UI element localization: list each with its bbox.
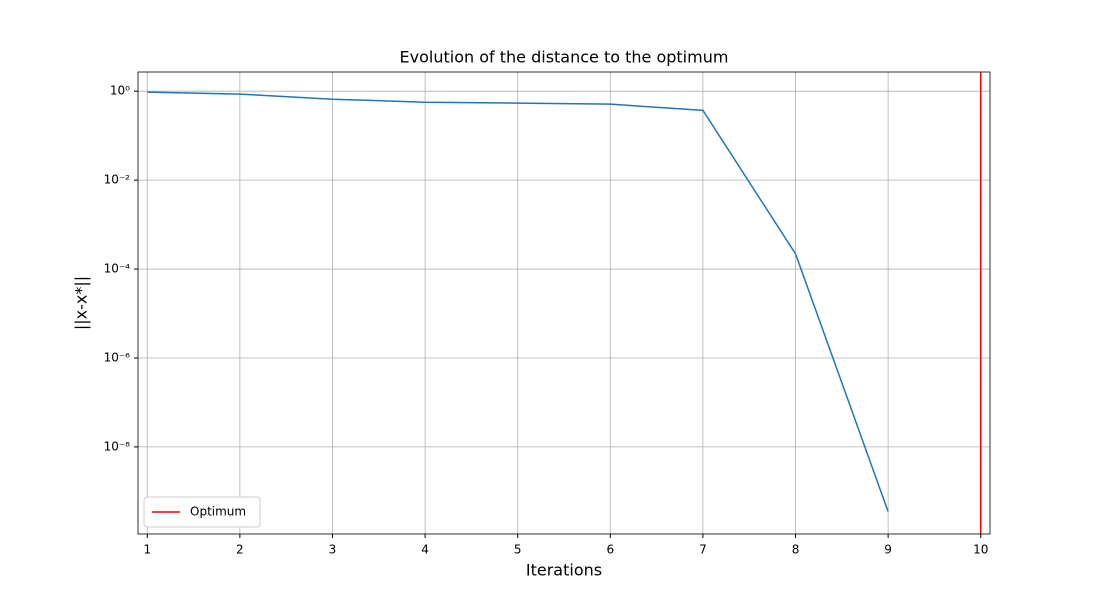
y-tick-label: 10⁻⁶ xyxy=(104,350,131,364)
x-tick-label: 9 xyxy=(884,543,892,557)
legend: Optimum xyxy=(143,496,261,528)
x-tick-label: 2 xyxy=(236,543,244,557)
x-tick-label: 7 xyxy=(699,543,707,557)
y-tick-label: 10⁻⁸ xyxy=(104,439,131,453)
y-tick-label: 10⁰ xyxy=(110,84,130,98)
x-tick-label: 6 xyxy=(606,543,614,557)
y-tick-label: 10⁻⁴ xyxy=(104,262,131,276)
x-tick-label: 5 xyxy=(514,543,522,557)
x-tick-label: 3 xyxy=(329,543,337,557)
x-tick-label: 1 xyxy=(143,543,151,557)
y-axis-label: ||x-x*|| xyxy=(72,276,91,330)
data-line xyxy=(147,91,889,512)
legend-label: Optimum xyxy=(190,505,246,519)
x-tick-label: 10 xyxy=(973,543,988,557)
x-tick-label: 4 xyxy=(421,543,429,557)
plot-frame xyxy=(137,71,991,535)
legend-box xyxy=(143,496,261,528)
x-tick-label: 8 xyxy=(792,543,800,557)
y-tick-label: 10⁻² xyxy=(104,173,131,187)
chart-title: Evolution of the distance to the optimum xyxy=(400,48,729,67)
x-axis-label: Iterations xyxy=(526,561,602,580)
